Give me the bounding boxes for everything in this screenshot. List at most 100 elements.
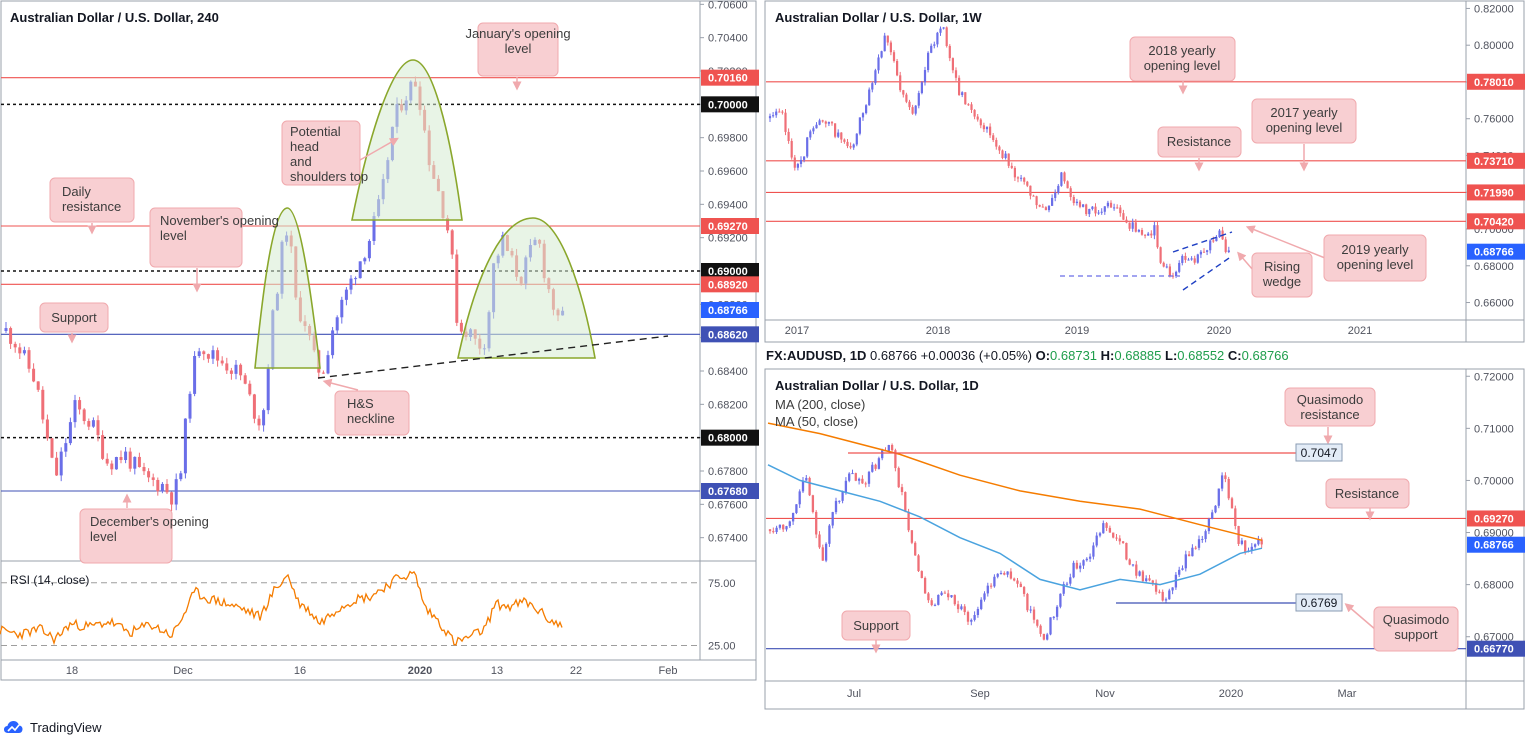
- h4-price-axis[interactable]: 0.706000.704000.702000.700000.698000.696…: [700, 0, 759, 545]
- candle-body: [937, 594, 940, 605]
- level-tag: [701, 69, 759, 86]
- callout-line: neckline: [347, 411, 395, 426]
- callout-2018-open[interactable]: 2018 yearly opening level: [1129, 36, 1236, 82]
- level-tag-label: 0.70420: [1474, 216, 1514, 228]
- candle-body: [1211, 512, 1214, 519]
- candle-body: [151, 477, 155, 480]
- candle-body: [897, 468, 900, 488]
- callout-box: [79, 508, 173, 564]
- callout-hs-top[interactable]: Potential head and shoulders top: [281, 120, 368, 186]
- candle-body: [229, 370, 233, 374]
- callout-january-open[interactable]: January's opening level: [465, 22, 571, 77]
- candle-body: [1187, 259, 1190, 261]
- quote-low-label: L:: [1165, 348, 1177, 363]
- x-tick-label: 2020: [408, 665, 432, 677]
- tradingview-brand-text: TradingView: [30, 719, 102, 735]
- y-tick-label: 0.76000: [1474, 114, 1514, 126]
- candle-body: [1020, 177, 1023, 179]
- candle-body: [889, 42, 892, 53]
- callout-line: opening level: [1337, 257, 1414, 272]
- candle-body: [993, 576, 996, 587]
- candle-body: [1065, 583, 1069, 585]
- callout-tag-7047[interactable]: 0.7047: [1295, 443, 1343, 462]
- candle-body: [855, 133, 858, 145]
- callout-neckline[interactable]: H&S neckline: [334, 390, 410, 436]
- daily-price-axis[interactable]: 0.720000.710000.700000.690000.680000.670…: [1466, 371, 1525, 657]
- callout-text: Support: [51, 310, 97, 325]
- price-tag-label: 0.68766: [1474, 540, 1514, 552]
- callout-november-open[interactable]: November's opening level: [149, 207, 279, 268]
- level-tag: [701, 276, 759, 293]
- candle-body: [1094, 206, 1097, 214]
- tradingview-watermark[interactable]: TradingView: [4, 718, 102, 736]
- level-tag-label: 0.66770: [1474, 644, 1514, 656]
- callout-rising-wedge[interactable]: Rising wedge: [1251, 252, 1313, 298]
- callout-box: [1251, 252, 1313, 298]
- candle-body: [174, 479, 178, 505]
- candle-body: [1140, 229, 1144, 235]
- level-tag: [1467, 213, 1525, 230]
- weekly-time-axis[interactable]: 2017 2018 2019 2020 2021: [785, 325, 1372, 337]
- candle-body: [877, 57, 880, 71]
- candle-body: [1212, 240, 1215, 242]
- candle-body: [939, 28, 942, 33]
- callout-quasimodo-support[interactable]: Quasimodo support: [1373, 606, 1459, 652]
- candle-body: [68, 422, 72, 444]
- callout-box: [1129, 36, 1236, 82]
- candle-body: [1253, 544, 1257, 547]
- callout-daily-resistance[interactable]: Resistance: [1325, 478, 1410, 509]
- h4-panel-frame: [0, 0, 757, 681]
- candle-body: [830, 122, 834, 124]
- candle-body: [1121, 541, 1125, 543]
- candle-body: [1250, 546, 1253, 551]
- candle-body: [1257, 539, 1260, 545]
- candle-body: [890, 444, 894, 451]
- candle-body: [1088, 208, 1091, 215]
- callout-quasimodo-resistance[interactable]: Quasimodo resistance: [1284, 387, 1376, 427]
- callout-tag-6769[interactable]: 0.6769: [1295, 593, 1343, 612]
- callout-daily-resistance[interactable]: Daily resistance: [49, 177, 135, 223]
- candle-body: [1102, 523, 1105, 534]
- arrow-2019: [1245, 225, 1326, 259]
- candle-body: [4, 328, 8, 331]
- candle-body: [1138, 571, 1141, 576]
- candle-body: [848, 473, 851, 481]
- candle-body: [45, 419, 49, 439]
- callout-line: opening level: [1266, 120, 1343, 135]
- weekly-candles: [768, 26, 1230, 279]
- level-tag-label: 0.73710: [1474, 156, 1514, 168]
- candle-body: [1042, 633, 1046, 640]
- quote-symbol: FX:AUDUSD, 1D: [766, 348, 866, 363]
- h4-time-axis[interactable]: 18 Dec 16 2020 13 22 Feb: [66, 665, 678, 677]
- x-tick-label: Feb: [659, 665, 678, 677]
- callout-line: 2019 yearly: [1341, 242, 1409, 257]
- callout-box: [281, 120, 361, 186]
- candle-body: [1013, 578, 1016, 581]
- level-tag: [701, 218, 759, 234]
- candle-body: [982, 125, 985, 130]
- candle-body: [805, 477, 808, 481]
- candle-body: [96, 420, 100, 436]
- candle-body: [940, 592, 943, 595]
- price-tag: [1467, 536, 1525, 553]
- candle-body: [874, 70, 877, 84]
- candle-body: [1199, 251, 1202, 255]
- callout-line: Potential: [290, 124, 341, 139]
- candle-body: [197, 351, 201, 356]
- weekly-price-axis[interactable]: 0.820000.800000.780000.760000.740000.720…: [1466, 3, 1525, 310]
- callout-2019-open[interactable]: 2019 yearly opening level: [1323, 234, 1427, 282]
- callout-december-open[interactable]: December's opening level: [79, 508, 209, 564]
- callout-weekly-resistance[interactable]: Resistance: [1157, 126, 1242, 158]
- callout-daily-support[interactable]: Support: [841, 610, 911, 641]
- candle-body: [1066, 181, 1069, 189]
- candle-body: [812, 128, 815, 132]
- candle-body: [775, 111, 778, 116]
- callout-2017-open[interactable]: 2017 yearly opening level: [1251, 98, 1357, 144]
- h4-chart-title: Australian Dollar / U.S. Dollar, 240: [10, 10, 219, 25]
- candle-body: [257, 418, 261, 426]
- y-tick-label: 0.80000: [1474, 40, 1514, 52]
- tradingview-cloud-icon: [4, 721, 23, 733]
- callout-support[interactable]: Support: [39, 302, 109, 333]
- daily-time-axis[interactable]: Jul Sep Nov 2020 Mar: [847, 688, 1357, 700]
- candle-body: [983, 593, 986, 600]
